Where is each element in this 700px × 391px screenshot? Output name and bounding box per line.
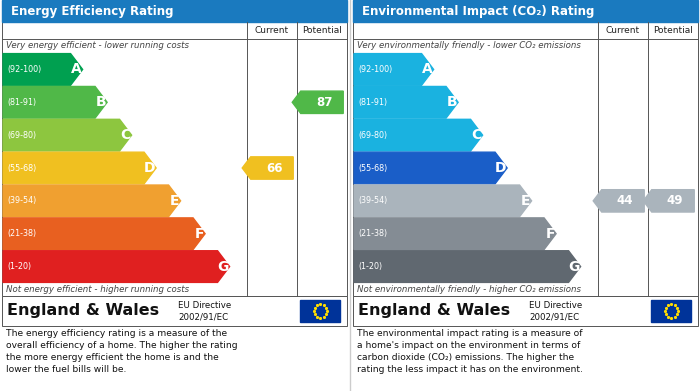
Polygon shape bbox=[3, 54, 83, 85]
Polygon shape bbox=[354, 54, 433, 85]
Text: (21-38): (21-38) bbox=[358, 229, 387, 238]
Polygon shape bbox=[3, 86, 107, 118]
Text: A: A bbox=[71, 63, 82, 76]
Text: F: F bbox=[545, 227, 555, 241]
Polygon shape bbox=[292, 91, 343, 113]
Polygon shape bbox=[354, 185, 531, 217]
Text: (39-54): (39-54) bbox=[358, 196, 387, 205]
Text: (55-68): (55-68) bbox=[7, 163, 36, 172]
Text: 66: 66 bbox=[266, 161, 282, 174]
Bar bbox=[353, 296, 698, 326]
Text: (1-20): (1-20) bbox=[358, 262, 382, 271]
Text: (39-54): (39-54) bbox=[7, 196, 36, 205]
Bar bbox=[652, 300, 691, 322]
Polygon shape bbox=[3, 119, 132, 151]
Text: Current: Current bbox=[255, 26, 289, 35]
Text: Current: Current bbox=[606, 26, 640, 35]
Polygon shape bbox=[242, 157, 293, 179]
Text: (81-91): (81-91) bbox=[7, 98, 36, 107]
Text: Very energy efficient - lower running costs: Very energy efficient - lower running co… bbox=[6, 41, 189, 50]
Text: Not environmentally friendly - higher CO₂ emissions: Not environmentally friendly - higher CO… bbox=[357, 285, 581, 294]
Text: B: B bbox=[95, 95, 106, 109]
Text: (69-80): (69-80) bbox=[7, 131, 36, 140]
Text: England & Wales: England & Wales bbox=[358, 303, 510, 319]
Text: G: G bbox=[217, 260, 229, 274]
Text: (92-100): (92-100) bbox=[358, 65, 392, 74]
Polygon shape bbox=[354, 86, 458, 118]
Text: F: F bbox=[195, 227, 204, 241]
Polygon shape bbox=[643, 190, 694, 212]
Text: C: C bbox=[471, 128, 482, 142]
Polygon shape bbox=[354, 251, 580, 282]
Bar bbox=[2, 22, 347, 296]
Bar bbox=[300, 300, 340, 322]
Text: The energy efficiency rating is a measure of the
overall efficiency of a home. T: The energy efficiency rating is a measur… bbox=[6, 329, 237, 375]
Text: (21-38): (21-38) bbox=[7, 229, 36, 238]
Text: E: E bbox=[170, 194, 180, 208]
Text: G: G bbox=[568, 260, 580, 274]
Text: D: D bbox=[144, 161, 155, 175]
Polygon shape bbox=[354, 218, 556, 249]
Text: The environmental impact rating is a measure of
a home's impact on the environme: The environmental impact rating is a mea… bbox=[357, 329, 583, 375]
Text: D: D bbox=[495, 161, 506, 175]
Text: E: E bbox=[521, 194, 531, 208]
Text: 87: 87 bbox=[316, 96, 332, 109]
Text: (1-20): (1-20) bbox=[7, 262, 31, 271]
Text: England & Wales: England & Wales bbox=[7, 303, 159, 319]
Polygon shape bbox=[593, 190, 644, 212]
Polygon shape bbox=[3, 251, 230, 282]
Text: (55-68): (55-68) bbox=[358, 163, 387, 172]
Text: EU Directive
2002/91/EC: EU Directive 2002/91/EC bbox=[529, 301, 582, 321]
Text: (81-91): (81-91) bbox=[358, 98, 387, 107]
Polygon shape bbox=[354, 119, 482, 151]
Bar bbox=[2, 0, 347, 22]
Text: B: B bbox=[447, 95, 457, 109]
Text: (92-100): (92-100) bbox=[7, 65, 41, 74]
Polygon shape bbox=[3, 152, 156, 184]
Text: Energy Efficiency Rating: Energy Efficiency Rating bbox=[10, 5, 173, 18]
Text: 49: 49 bbox=[667, 194, 683, 207]
Text: Not energy efficient - higher running costs: Not energy efficient - higher running co… bbox=[6, 285, 189, 294]
Text: Potential: Potential bbox=[302, 26, 342, 35]
Polygon shape bbox=[3, 218, 205, 249]
Text: 44: 44 bbox=[617, 194, 634, 207]
Polygon shape bbox=[3, 185, 181, 217]
Bar bbox=[353, 22, 698, 296]
Bar bbox=[2, 296, 347, 326]
Text: C: C bbox=[120, 128, 131, 142]
Text: A: A bbox=[422, 63, 433, 76]
Text: Very environmentally friendly - lower CO₂ emissions: Very environmentally friendly - lower CO… bbox=[357, 41, 581, 50]
Bar bbox=[353, 0, 698, 22]
Polygon shape bbox=[354, 152, 507, 184]
Text: Potential: Potential bbox=[653, 26, 693, 35]
Text: Environmental Impact (CO₂) Rating: Environmental Impact (CO₂) Rating bbox=[362, 5, 594, 18]
Text: EU Directive
2002/91/EC: EU Directive 2002/91/EC bbox=[178, 301, 232, 321]
Text: (69-80): (69-80) bbox=[358, 131, 387, 140]
